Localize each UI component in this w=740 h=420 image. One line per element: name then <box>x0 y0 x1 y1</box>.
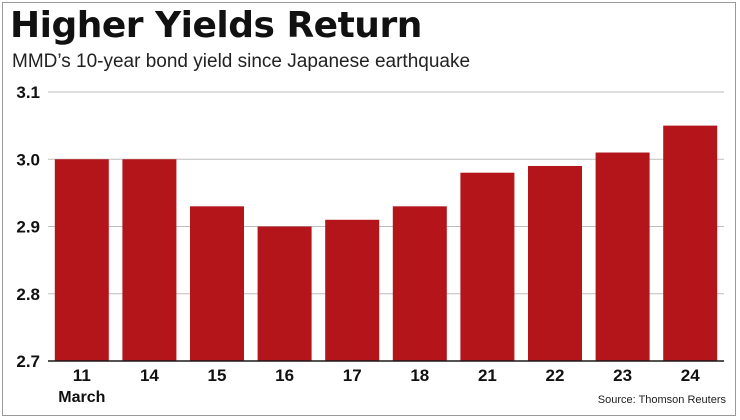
x-tick-label: 11 <box>73 366 91 385</box>
bar <box>190 206 244 361</box>
bar <box>460 172 515 361</box>
bar <box>122 159 177 361</box>
x-tick-label: 16 <box>275 366 294 385</box>
x-tick-label: 15 <box>208 366 227 385</box>
bar <box>595 152 650 361</box>
x-tick-label: 18 <box>410 366 429 385</box>
y-tick-label: 2.8 <box>16 285 40 304</box>
source-note: Source: Thomson Reuters <box>597 394 726 406</box>
chart-subtitle: MMD’s 10-year bond yield since Japanese … <box>12 51 471 72</box>
x-tick-label: 23 <box>613 366 632 385</box>
x-tick-label: 22 <box>546 366 565 385</box>
bar <box>392 206 447 361</box>
bar <box>54 159 109 361</box>
chart-title: Higher Yields Return <box>10 5 422 46</box>
x-tick-label: 24 <box>681 366 700 385</box>
y-tick-label: 2.9 <box>16 218 40 237</box>
x-tick-label: 21 <box>478 366 497 385</box>
y-tick-label: 2.7 <box>16 352 40 371</box>
x-tick-label: 17 <box>343 366 362 385</box>
bar <box>663 125 718 361</box>
bar <box>257 226 312 361</box>
x-tick-sublabel: March <box>58 389 105 406</box>
bar <box>528 165 582 361</box>
bar <box>325 219 380 361</box>
y-tick-label: 3.1 <box>16 83 40 102</box>
x-tick-label: 14 <box>140 366 159 385</box>
y-tick-label: 3.0 <box>16 150 40 169</box>
